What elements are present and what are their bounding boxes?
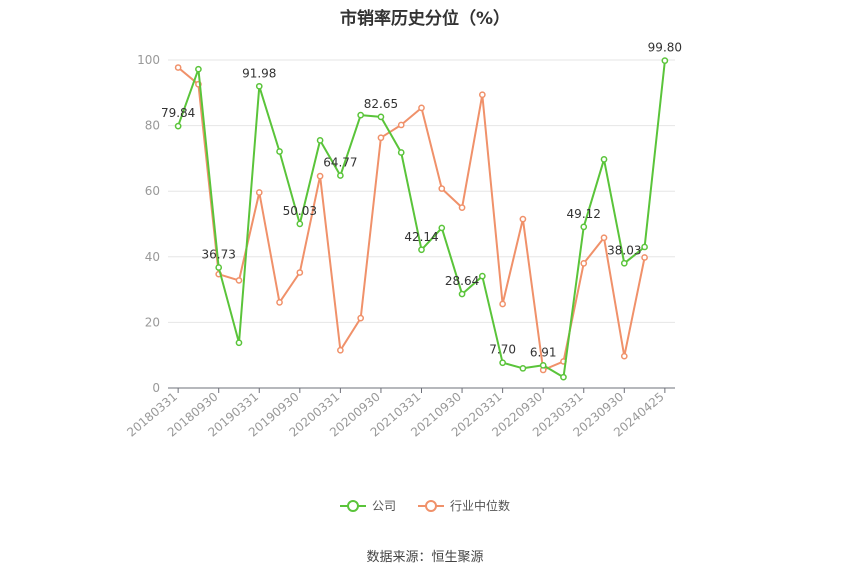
data-label: 49.12: [567, 207, 601, 221]
chart-title: 市销率历史分位（%）: [339, 9, 511, 29]
data-source: 数据来源：恒生聚源: [366, 550, 484, 565]
legend-label-industry-median: 行业中位数: [450, 499, 511, 513]
y-tick-label: 100: [137, 53, 160, 67]
y-tick-label: 0: [152, 381, 160, 395]
data-label: 38.03: [607, 243, 641, 257]
data-point-industry: [499, 300, 506, 308]
legend-swatch-company-icon: [339, 499, 366, 512]
data-point-industry: [276, 299, 283, 306]
data-point-company: [478, 272, 486, 280]
data-label: 99.80: [648, 41, 682, 55]
data-point-industry: [620, 352, 628, 360]
data-point-company: [418, 246, 425, 254]
data-point-company: [276, 148, 283, 155]
data-point-company: [357, 111, 365, 119]
data-point-company: [620, 259, 628, 267]
y-tick-label: 20: [145, 315, 160, 329]
data-label: 6.91: [530, 345, 557, 359]
data-point-company: [661, 57, 669, 65]
data-point-company: [235, 339, 243, 347]
data-point-company: [539, 361, 547, 369]
data-point-company: [519, 364, 527, 372]
y-tick-label: 80: [145, 119, 160, 133]
data-point-industry: [641, 254, 648, 261]
data-point-company: [580, 223, 588, 231]
data-point-industry: [458, 204, 466, 211]
data-point-industry: [580, 260, 588, 267]
data-point-industry: [600, 234, 608, 242]
data-point-industry: [478, 91, 486, 99]
data-point-company: [560, 373, 567, 381]
data-point-industry: [174, 64, 182, 71]
data-point-company: [337, 172, 344, 179]
legend-item-industry-median[interactable]: 行业中位数: [418, 497, 510, 514]
data-label: 36.73: [202, 248, 236, 262]
data-label: 7.70: [489, 343, 516, 357]
legend-label-company: 公司: [371, 499, 396, 513]
data-point-industry: [418, 104, 425, 112]
data-point-company: [600, 156, 608, 163]
y-tick-label: 40: [145, 250, 160, 264]
data-label: 64.77: [323, 156, 357, 170]
data-label: 82.65: [364, 97, 398, 111]
data-point-company: [499, 359, 506, 367]
data-point-industry: [316, 172, 324, 180]
legend-swatch-industry-icon: [418, 499, 444, 512]
data-point-company: [255, 82, 263, 90]
data-point-company: [296, 220, 304, 228]
data-point-company: [641, 243, 648, 251]
grid-layer: [168, 59, 675, 323]
data-point-industry: [296, 269, 304, 276]
data-label: 79.84: [161, 106, 195, 120]
data-point-industry: [438, 185, 446, 192]
data-point-company: [438, 224, 446, 232]
data-point-company: [215, 264, 223, 271]
data-label: 50.03: [283, 204, 317, 218]
data-point-industry: [377, 134, 385, 142]
series-layer: [174, 57, 669, 381]
legend-item-company[interactable]: 公司: [339, 497, 396, 514]
data-point-company: [174, 122, 182, 130]
data-point-industry: [397, 121, 405, 129]
data-point-industry: [357, 314, 365, 322]
data-point-company: [397, 149, 405, 156]
data-label: 42.14: [404, 230, 438, 244]
data-point-industry: [337, 346, 344, 354]
label-layer: 79.84 36.73 91.98 50.03 64.77 82.65 42.14 28.64…: [161, 41, 682, 360]
legend: 公司 行业中位数: [0, 497, 850, 514]
data-label: 28.64: [445, 274, 479, 288]
data-point-industry: [235, 277, 243, 284]
data-point-company: [377, 113, 385, 121]
data-point-company: [316, 137, 324, 144]
data-point-company: [195, 65, 202, 73]
axis-layer: 0204060801002018033120180930201903312019…: [124, 53, 675, 440]
data-point-industry: [519, 215, 527, 223]
y-tick-label: 60: [145, 184, 160, 198]
data-point-company: [458, 290, 466, 298]
data-label: 91.98: [242, 66, 276, 80]
data-point-industry: [255, 189, 263, 196]
